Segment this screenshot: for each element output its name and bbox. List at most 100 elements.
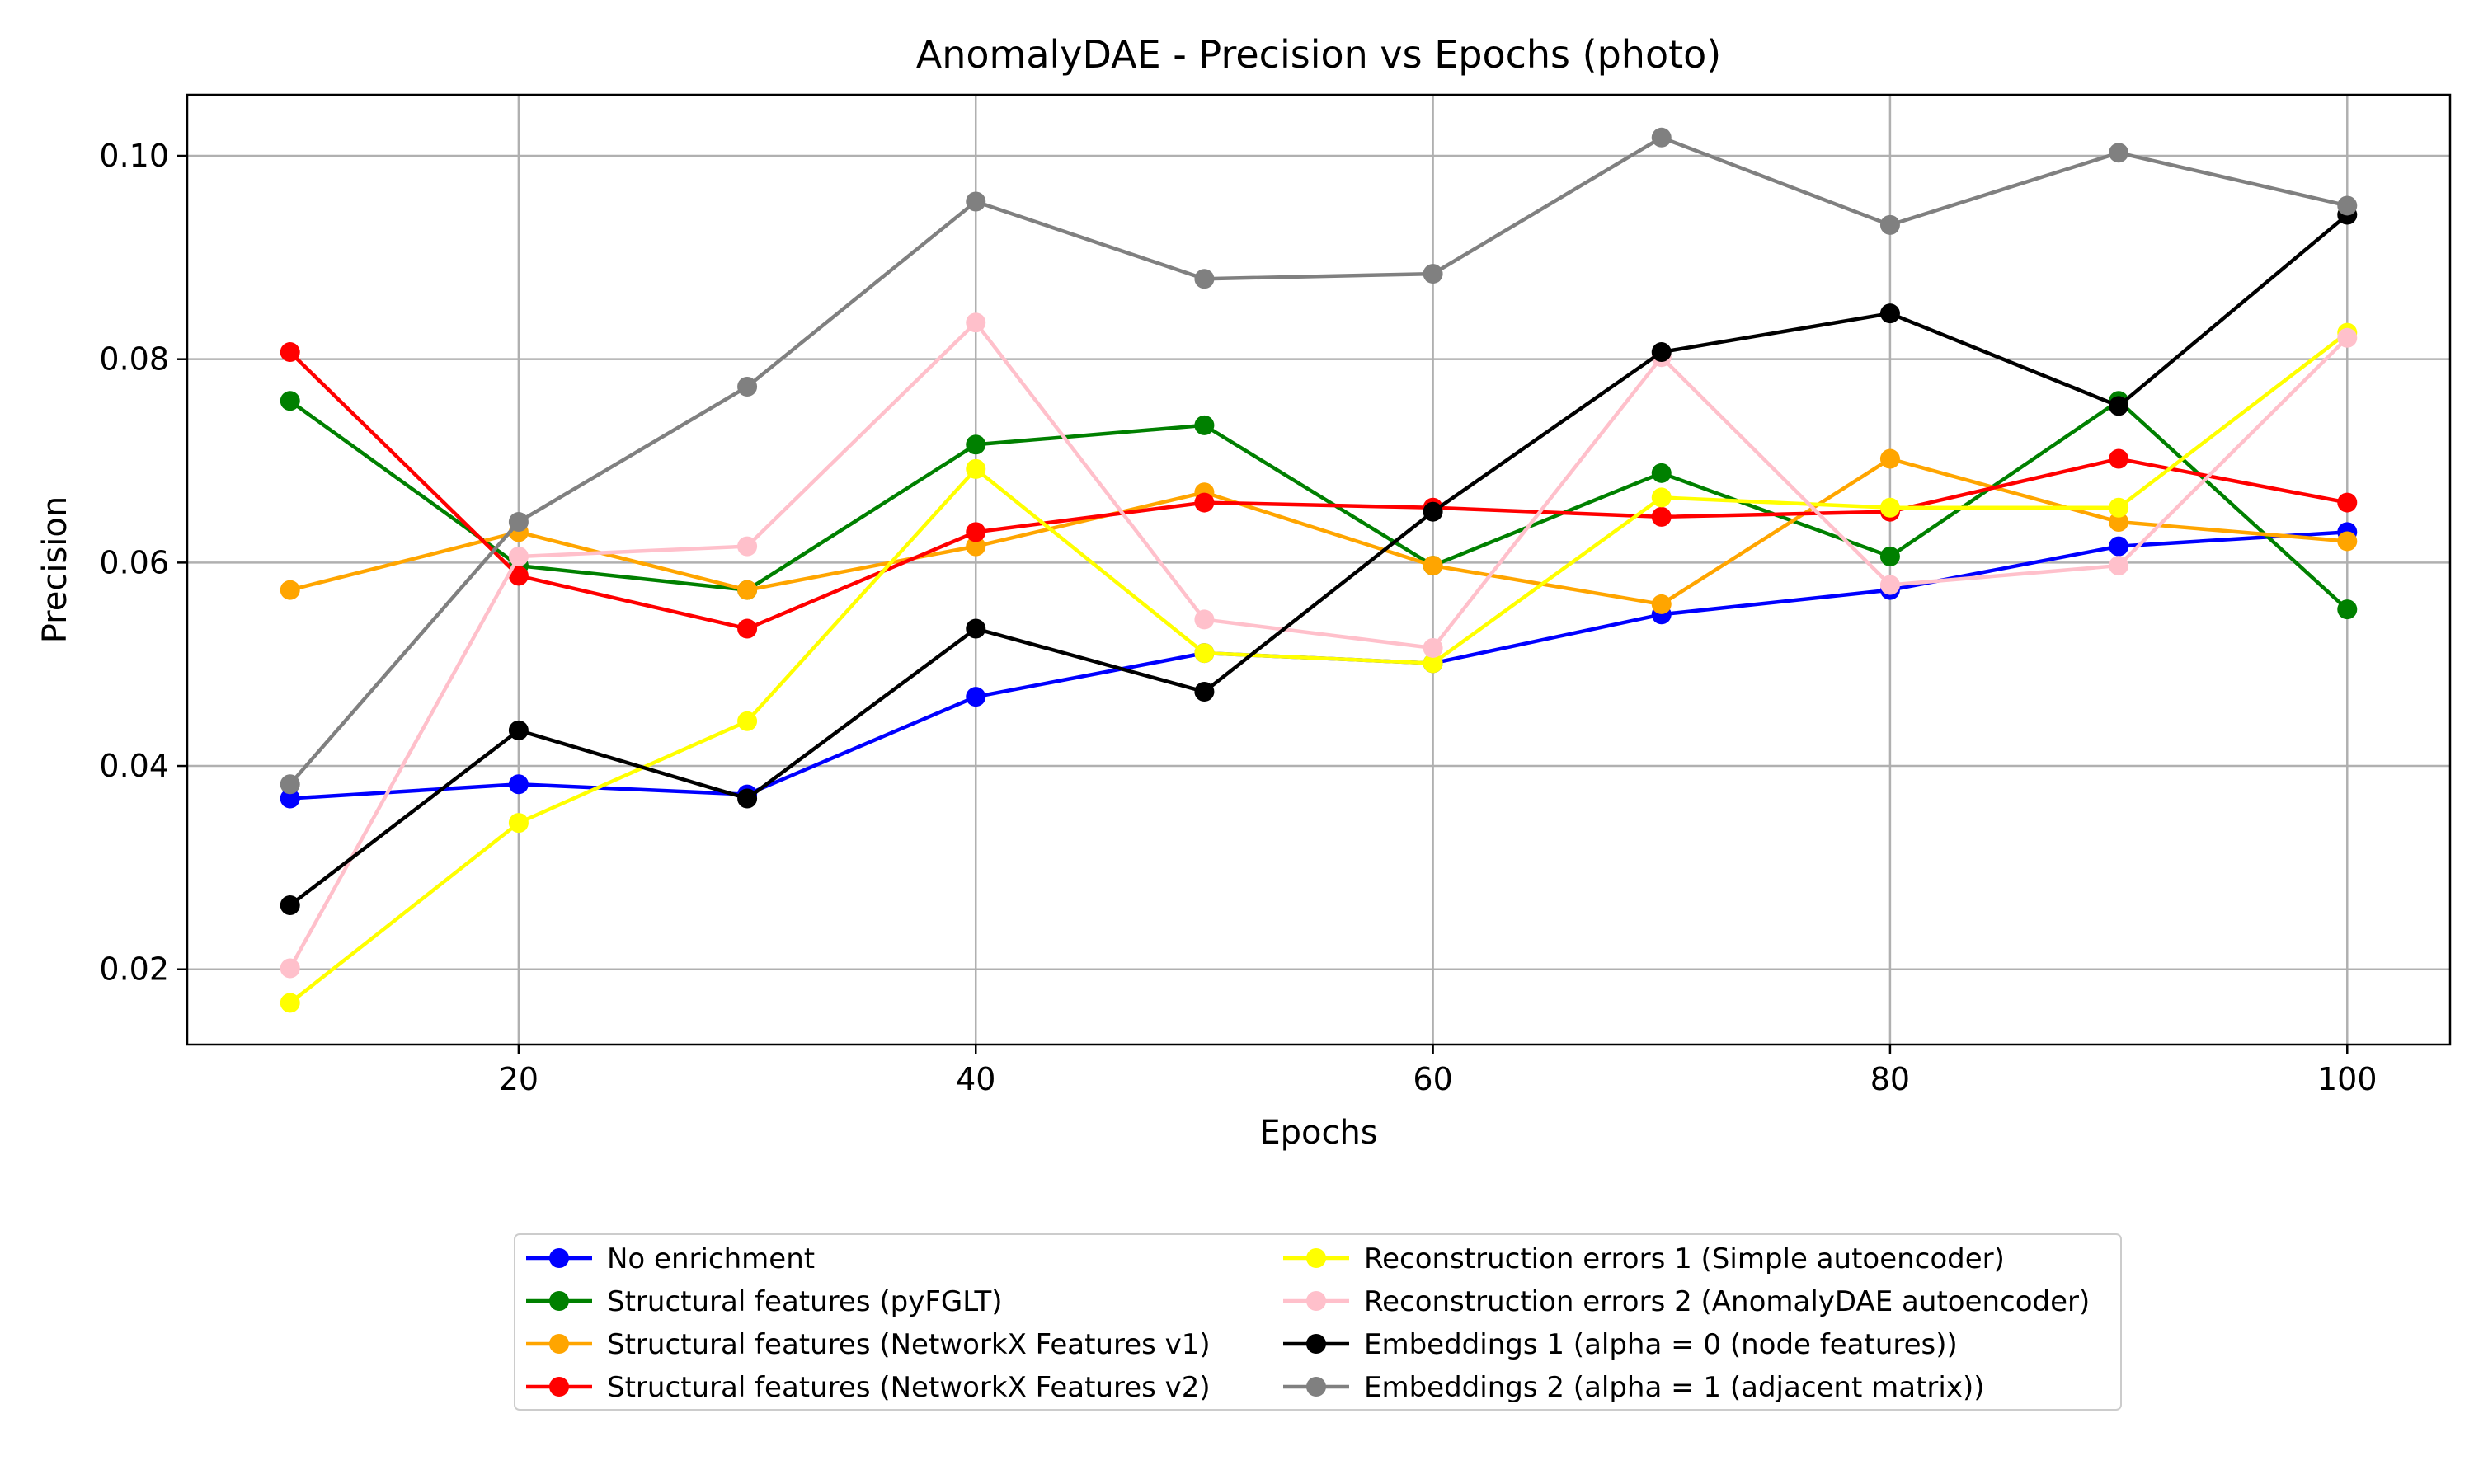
legend-item: Embeddings 1 (alpha = 0 (node features)) <box>1283 1328 1958 1361</box>
series-lines <box>280 127 2358 1013</box>
legend-marker <box>549 1291 569 1311</box>
data-point <box>737 788 758 809</box>
legend-item: Embeddings 2 (alpha = 1 (adjacent matrix… <box>1283 1371 1984 1404</box>
data-point <box>966 312 986 333</box>
x-tick-label: 100 <box>2317 1061 2378 1097</box>
series-line <box>289 331 2349 1005</box>
legend-label: Embeddings 2 (alpha = 1 (adjacent matrix… <box>1364 1371 1984 1404</box>
data-point <box>2337 327 2358 348</box>
legend-label: Structural features (pyFGLT) <box>607 1285 1003 1318</box>
x-tick-label: 40 <box>956 1061 995 1097</box>
data-point <box>1879 575 1900 595</box>
y-tick-label: 0.06 <box>99 544 169 580</box>
data-point <box>1423 653 1443 674</box>
data-point <box>1423 637 1443 658</box>
legend-marker <box>549 1248 569 1268</box>
plot-area-frame <box>186 93 2452 1046</box>
data-point <box>1879 546 1900 566</box>
series-line <box>289 135 2348 786</box>
series-6 <box>280 312 2358 979</box>
data-point <box>2337 531 2358 552</box>
series-line <box>289 399 2349 611</box>
series-line <box>288 321 2349 970</box>
data-point <box>280 788 300 809</box>
data-point <box>1194 415 1215 435</box>
data-point <box>1651 463 1672 483</box>
data-point <box>966 522 986 542</box>
legend-marker <box>1306 1248 1326 1268</box>
legend-item: Structural features (NetworkX Features v… <box>526 1371 1211 1404</box>
data-point <box>966 618 986 639</box>
data-point <box>1651 594 1672 614</box>
legend-label: Structural features (NetworkX Features v… <box>607 1371 1211 1404</box>
series-5 <box>280 322 2358 1013</box>
series-3 <box>280 448 2358 614</box>
y-tick-label: 0.08 <box>99 341 169 378</box>
y-tick-label: 0.02 <box>99 951 169 988</box>
data-point <box>1651 506 1672 527</box>
x-tick-label: 80 <box>1870 1061 1910 1097</box>
legend-label: Reconstruction errors 1 (Simple autoenco… <box>1364 1242 2005 1275</box>
data-point <box>966 191 986 212</box>
y-axis-ticks: 0.02 0.04 0.06 0.08 0.10 <box>99 138 187 988</box>
data-point <box>2337 195 2358 216</box>
legend-marker <box>549 1377 569 1397</box>
data-point <box>737 618 758 639</box>
y-axis-label: Precision <box>36 496 74 643</box>
x-axis-ticks: 20 40 60 80 100 <box>499 1045 2378 1097</box>
data-point <box>2109 396 2129 416</box>
data-point <box>280 774 300 795</box>
chart-title: AnomalyDAE - Precision vs Epochs (photo) <box>916 32 1721 77</box>
data-point <box>280 391 300 411</box>
data-point <box>508 813 529 834</box>
legend-entries: No enrichment Structural features (pyFGLT… <box>526 1242 2090 1404</box>
data-point <box>1423 501 1443 522</box>
data-point <box>1651 487 1672 508</box>
y-tick-label: 0.04 <box>99 748 169 784</box>
data-point <box>1194 609 1215 630</box>
legend-item: Reconstruction errors 1 (Simple autoenco… <box>1283 1242 2005 1275</box>
data-point <box>966 687 986 707</box>
data-point <box>966 458 986 479</box>
data-point <box>1651 127 1672 148</box>
series-8 <box>280 127 2358 795</box>
data-point <box>1194 643 1215 664</box>
data-point <box>508 720 529 740</box>
series-line <box>289 457 2348 607</box>
legend-item: Structural features (pyFGLT) <box>526 1285 1003 1318</box>
y-tick-label: 0.10 <box>99 138 169 174</box>
x-axis-label: Epochs <box>1259 1114 1377 1152</box>
series-7 <box>280 204 2358 916</box>
data-point <box>2109 512 2129 533</box>
data-point <box>966 536 986 556</box>
x-tick-label: 20 <box>499 1061 539 1097</box>
data-point <box>280 993 300 1013</box>
series-line <box>289 350 2348 631</box>
data-point <box>966 434 986 455</box>
data-point <box>1194 682 1215 702</box>
data-point <box>1423 556 1443 576</box>
data-point <box>508 512 529 533</box>
legend-item: Reconstruction errors 2 (AnomalyDAE auto… <box>1283 1285 2090 1318</box>
data-point <box>737 580 758 600</box>
data-point <box>2109 497 2129 518</box>
data-point <box>2337 492 2358 513</box>
data-point <box>508 566 529 586</box>
data-point <box>2337 599 2358 620</box>
data-point <box>508 546 529 566</box>
data-point <box>1879 497 1900 518</box>
x-tick-label: 60 <box>1413 1061 1452 1097</box>
data-point <box>737 711 758 731</box>
legend-item: Structural features (NetworkX Features v… <box>526 1328 1211 1361</box>
data-point <box>1194 269 1215 289</box>
legend-item: No enrichment <box>526 1242 815 1275</box>
legend-marker <box>1306 1377 1326 1397</box>
data-point <box>737 536 758 556</box>
data-point <box>1194 492 1215 513</box>
data-point <box>280 580 300 600</box>
data-point <box>2109 143 2129 163</box>
data-point <box>280 342 300 363</box>
data-point <box>280 958 300 979</box>
legend-label: Structural features (NetworkX Features v… <box>607 1328 1211 1361</box>
